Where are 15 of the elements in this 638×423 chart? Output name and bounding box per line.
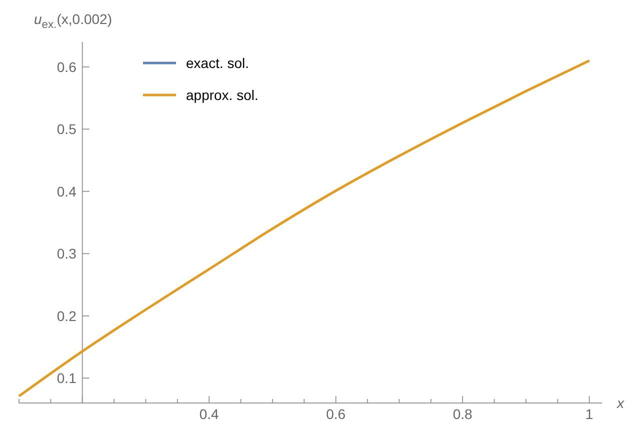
x-tick-label: 0.8 [452,406,473,422]
x-tick-label: 0.4 [199,406,220,422]
y-tick-label: 0.4 [56,183,77,200]
x-tick-label: 0.6 [326,406,346,422]
y-tick-label: 0.5 [56,121,77,138]
x-axis-title: x [616,395,625,411]
line-series [18,59,591,398]
x-tick-label: 1 [585,406,594,422]
y-tick-label: 0.3 [56,246,77,262]
legend-label: approx. sol. [186,87,258,103]
y-tick-label: 0.2 [56,308,77,324]
y-tick-label: 0.1 [56,370,77,386]
legend-label: exact. sol. [186,55,250,71]
y-tick-label: 0.6 [56,58,77,75]
y-axis-title: u$_{ex.}$(x,0.002) [34,11,112,31]
